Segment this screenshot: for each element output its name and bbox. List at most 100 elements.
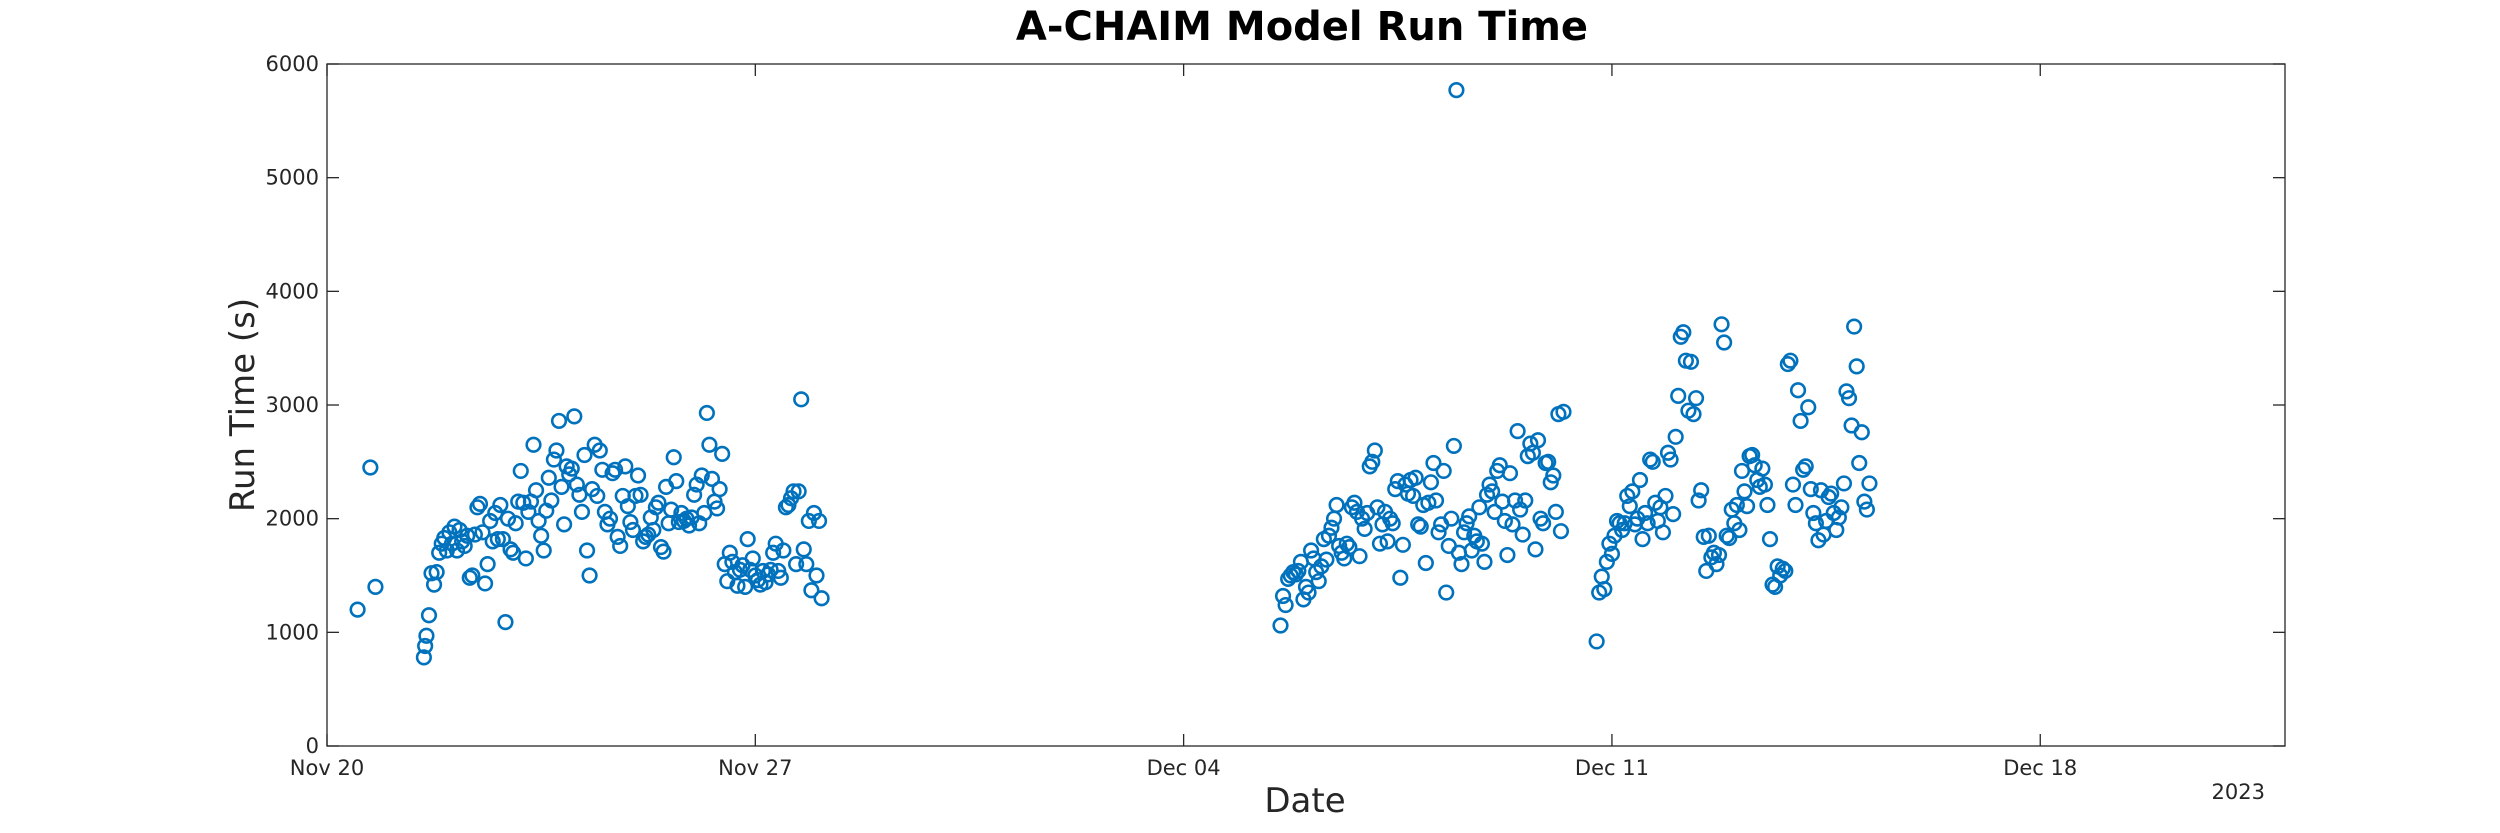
data-point	[1797, 458, 1814, 475]
data-point	[665, 449, 682, 466]
data-point	[655, 543, 672, 560]
data-point	[1823, 485, 1840, 502]
data-point	[1800, 399, 1817, 416]
data-point	[798, 556, 815, 573]
data-point	[617, 458, 634, 475]
data-point	[1323, 519, 1340, 536]
data-point	[417, 637, 434, 655]
data-point	[1820, 488, 1837, 506]
data-point	[418, 627, 435, 644]
y-axis-label: Run Time (s)	[223, 298, 263, 512]
data-point	[1394, 536, 1411, 553]
data-point	[540, 469, 557, 486]
data-point	[1545, 467, 1562, 484]
data-point	[1621, 498, 1638, 515]
data-point	[1636, 504, 1654, 522]
data-point	[680, 517, 698, 534]
data-point	[428, 563, 445, 581]
data-point	[1738, 498, 1756, 515]
data-point	[512, 462, 529, 480]
x-tick-label: Dec 18	[2003, 756, 2077, 780]
x-axis-label: Date	[1264, 781, 1345, 821]
data-point	[1687, 390, 1705, 407]
data-point	[1787, 496, 1804, 514]
data-point	[489, 531, 506, 548]
chart-title: A-CHAIM Model Run Time	[1016, 4, 1588, 50]
data-point	[492, 496, 509, 514]
data-point	[1721, 529, 1738, 547]
data-point	[1731, 521, 1748, 539]
data-point	[601, 510, 619, 527]
data-point	[1491, 457, 1508, 474]
data-point	[1710, 546, 1728, 564]
data-point	[1318, 551, 1335, 568]
data-point	[737, 578, 754, 595]
data-point	[1700, 527, 1717, 544]
data-point	[517, 550, 534, 567]
y-tick-label: 3000	[266, 393, 319, 417]
data-point	[1427, 492, 1445, 509]
data-point	[1272, 617, 1289, 634]
data-point	[479, 556, 496, 573]
data-point	[420, 607, 438, 624]
data-point	[1320, 527, 1338, 544]
data-point	[1364, 453, 1381, 470]
data-point	[456, 537, 473, 555]
data-point	[1858, 501, 1875, 518]
data-point	[612, 537, 629, 555]
data-point	[482, 512, 499, 530]
data-point	[1514, 526, 1531, 543]
data-point	[1795, 461, 1812, 478]
data-point	[469, 499, 486, 516]
data-point	[568, 476, 585, 493]
data-point	[1682, 353, 1700, 370]
data-point	[1300, 584, 1317, 601]
data-point	[650, 494, 667, 511]
data-point	[619, 498, 636, 515]
data-point	[1302, 542, 1320, 559]
data-point	[1484, 483, 1501, 500]
data-point	[1840, 390, 1858, 407]
data-point	[1596, 581, 1613, 598]
data-point	[800, 512, 817, 530]
data-point	[553, 478, 570, 495]
data-point	[1473, 535, 1491, 552]
data-point	[693, 467, 710, 484]
data-point	[729, 577, 746, 594]
data-point	[494, 531, 512, 548]
data-point	[1846, 318, 1863, 335]
data-point	[497, 614, 514, 631]
data-point	[1338, 535, 1355, 552]
data-point	[505, 544, 522, 561]
data-point	[1718, 527, 1735, 544]
data-point	[1555, 403, 1572, 420]
data-point	[645, 521, 662, 539]
data-point	[1708, 556, 1725, 573]
data-point	[1471, 499, 1488, 516]
data-point	[1499, 546, 1516, 564]
data-point	[1792, 412, 1809, 430]
data-point	[1310, 573, 1327, 590]
data-point	[1716, 334, 1733, 351]
data-point	[1504, 516, 1521, 533]
data-point	[698, 404, 715, 422]
data-point	[1552, 523, 1570, 540]
data-point	[1410, 516, 1427, 533]
x-axis: Nov 20 Nov 27 Dec 04 Dec 11 Dec 18	[290, 64, 2077, 780]
data-point	[1667, 428, 1684, 445]
data-point	[527, 482, 545, 499]
data-point	[1851, 454, 1868, 472]
data-point	[810, 512, 828, 530]
data-point	[701, 436, 718, 453]
data-point	[1435, 462, 1452, 480]
data-point	[591, 442, 608, 459]
data-point	[1430, 524, 1447, 541]
data-point	[1756, 476, 1774, 493]
data-point	[1603, 545, 1621, 563]
data-point	[1535, 515, 1552, 532]
data-point	[813, 590, 830, 607]
data-point	[1759, 496, 1776, 514]
data-point	[1853, 424, 1870, 441]
data-point	[775, 542, 792, 559]
data-point	[533, 527, 550, 544]
